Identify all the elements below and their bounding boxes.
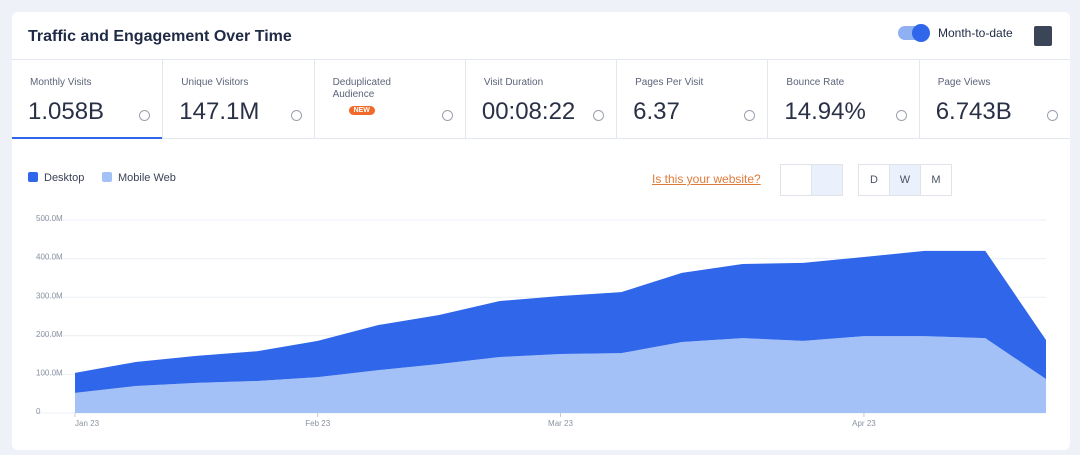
metric-label: Page Views [937, 77, 991, 88]
granularity-button[interactable]: M [920, 164, 952, 196]
legend-label: Mobile Web [118, 172, 176, 184]
metric-value: 1.058B [28, 98, 105, 125]
title: Traffic and Engagement Over Time [28, 28, 292, 45]
metric[interactable]: Page Views 6.743B [920, 60, 1070, 138]
toggle[interactable] [898, 24, 930, 42]
metric-value: 14.94% [784, 98, 866, 125]
metric[interactable]: Bounce Rate 14.94% [768, 60, 920, 138]
info-icon [744, 110, 756, 121]
metric-label: Monthly Visits [30, 77, 92, 88]
metric-label: Pages Per Visit [635, 77, 704, 88]
metric-value: 147.1M [179, 98, 260, 125]
metric-label: Deduplicated Audience [332, 77, 391, 100]
y-tick-label: 500.0M [36, 214, 63, 223]
link[interactable]: Is this your website? [652, 172, 761, 186]
metric[interactable]: Unique Visitors 147.1M [163, 60, 315, 138]
info-icon [441, 110, 453, 121]
area [75, 250, 1046, 393]
area [75, 336, 1046, 413]
y-tick-label: 400.0M [36, 253, 63, 262]
info-icon [593, 110, 605, 121]
metric[interactable]: Pages Per Visit 6.37 [617, 60, 769, 138]
x-tick-label: Mar 23 [548, 419, 573, 428]
chart: 0 100.0M 200.0M 300.0M 400.0M 500.0M Jan 23 Feb… [36, 214, 1046, 428]
metric-label: Unique Visitors [181, 77, 249, 88]
legend-item[interactable]: Mobile Web [102, 172, 176, 184]
y-tick-label: 200.0M [36, 330, 63, 339]
info-icon [895, 110, 907, 121]
info-icon [139, 110, 151, 121]
legend-swatch [102, 172, 112, 182]
info-icon [1046, 110, 1058, 121]
legend-label: Desktop [44, 172, 85, 184]
x-tick-label: Jan 23 [75, 419, 100, 428]
info-icon [290, 110, 302, 121]
legend-item[interactable]: Desktop [28, 172, 84, 184]
y-tick-label: 0 [36, 407, 41, 416]
metric-label: Bounce Rate [786, 77, 845, 88]
metric-value: 6.743B [935, 98, 1012, 125]
y-tick-label: 300.0M [36, 291, 63, 300]
export-icon[interactable] [1034, 26, 1052, 46]
x-tick-label: Feb 23 [305, 419, 330, 428]
metric-value: 00:08:22 [481, 98, 576, 125]
granularity-button[interactable]: W [889, 164, 921, 196]
metric[interactable]: Deduplicated Audience NEW [315, 60, 466, 138]
metric-label: Visit Duration [483, 77, 544, 88]
y-tick-label: 100.0M [36, 369, 63, 378]
line-view[interactable] [811, 164, 843, 196]
badge: NEW [348, 106, 375, 115]
x-tick-label: Apr 23 [852, 419, 876, 428]
legend-swatch [28, 172, 38, 182]
metric-value: 6.37 [633, 98, 680, 125]
metrics: Monthly Visits 1.058B Unique Visitors 147.1… [12, 59, 1070, 139]
metric[interactable]: Monthly Visits 1.058B [12, 60, 164, 139]
toggle-label: Month-to-date [938, 26, 1013, 40]
metric[interactable]: Visit Duration 00:08:22 [466, 60, 618, 138]
